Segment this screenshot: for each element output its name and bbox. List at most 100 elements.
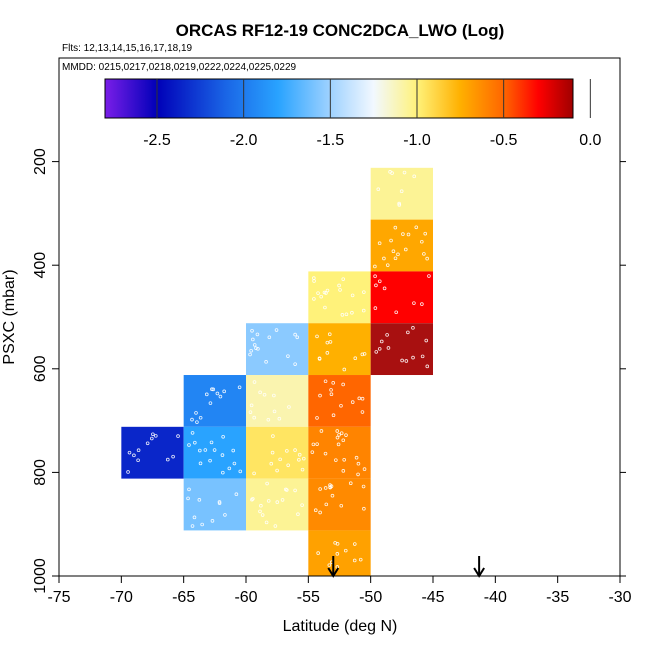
colorbar-tick-label: 0.0 xyxy=(579,132,601,149)
sample-point xyxy=(252,415,256,420)
sample-point xyxy=(412,301,416,305)
sample-point xyxy=(341,277,346,281)
sample-point xyxy=(300,503,304,507)
colorbar-tick-label: -0.5 xyxy=(490,132,518,149)
sample-point xyxy=(190,524,195,528)
sample-point xyxy=(338,288,342,292)
sample-point xyxy=(198,448,202,453)
sample-point xyxy=(318,487,322,491)
sample-point xyxy=(204,392,209,397)
y-tick-label: 200 xyxy=(32,148,49,175)
sample-point xyxy=(322,290,327,295)
sample-point xyxy=(313,508,318,513)
sample-point xyxy=(259,503,263,508)
sample-point xyxy=(171,454,175,459)
sample-point xyxy=(377,241,382,246)
sample-point xyxy=(300,467,305,472)
sample-point xyxy=(386,346,391,350)
sample-point xyxy=(337,283,341,288)
sample-point xyxy=(193,440,197,445)
sample-point xyxy=(165,457,170,462)
sample-point xyxy=(352,558,357,563)
sample-point xyxy=(277,416,282,421)
sample-point xyxy=(190,431,195,435)
sample-point xyxy=(325,351,330,355)
sample-point xyxy=(220,453,225,457)
x-tick-label: -45 xyxy=(421,589,444,606)
sample-point xyxy=(319,429,324,433)
sample-point xyxy=(337,433,341,437)
sample-point xyxy=(210,387,214,392)
heatmap-cell xyxy=(246,478,309,531)
sample-point xyxy=(280,498,285,502)
sample-point xyxy=(374,283,378,288)
sample-point xyxy=(296,512,300,517)
sample-point xyxy=(344,312,349,317)
sample-point xyxy=(411,355,415,360)
sample-point xyxy=(297,452,302,457)
sample-point xyxy=(187,443,191,447)
sample-point xyxy=(341,382,345,387)
sample-point xyxy=(252,343,257,347)
sample-point xyxy=(339,503,344,508)
sample-point xyxy=(350,293,355,298)
sample-point xyxy=(275,468,279,473)
sample-point xyxy=(403,247,408,252)
sample-point xyxy=(361,308,366,313)
sample-point xyxy=(154,434,158,438)
sample-point xyxy=(328,340,333,344)
sample-point xyxy=(234,492,239,496)
sample-point xyxy=(393,225,398,230)
sample-point xyxy=(325,340,330,345)
sample-point xyxy=(325,288,330,293)
sample-point xyxy=(151,432,155,437)
sample-point xyxy=(391,249,396,254)
sample-point xyxy=(297,458,301,462)
chart-title: ORCAS RF12-19 CONC2DCA_LWO (Log) xyxy=(176,21,505,40)
sample-point xyxy=(397,203,402,207)
sample-point xyxy=(420,354,425,359)
sample-point xyxy=(425,256,429,261)
heatmap-cell xyxy=(370,323,433,376)
sample-point xyxy=(404,359,409,363)
sample-point xyxy=(237,385,242,390)
sample-point xyxy=(393,256,398,261)
sample-point xyxy=(252,471,256,476)
sample-point xyxy=(274,328,279,332)
sample-point xyxy=(221,434,225,439)
sample-point xyxy=(324,502,329,507)
sample-point xyxy=(328,485,332,489)
sample-point xyxy=(354,455,359,460)
sample-point xyxy=(264,520,269,525)
sample-point xyxy=(422,252,426,256)
sample-point xyxy=(267,335,272,340)
sample-point xyxy=(295,335,300,340)
x-tick-label: -50 xyxy=(359,589,382,606)
sample-point xyxy=(323,305,327,310)
sample-point xyxy=(373,264,377,269)
sample-point xyxy=(264,360,268,364)
heatmap-cell xyxy=(370,219,433,272)
x-axis-label: Latitude (deg N) xyxy=(283,618,398,635)
sample-point xyxy=(424,338,429,343)
y-axis-label: PSXC (mbar) xyxy=(1,269,18,364)
sample-point xyxy=(211,387,216,392)
sample-point xyxy=(379,339,384,344)
sample-point xyxy=(270,450,275,455)
sample-points xyxy=(126,170,431,569)
sample-point xyxy=(319,294,323,299)
sample-point xyxy=(197,498,202,502)
sample-point xyxy=(427,274,431,278)
sample-point xyxy=(208,458,212,463)
colorbar-gradient xyxy=(104,78,574,119)
heatmap-cell xyxy=(308,271,371,324)
sample-point xyxy=(221,470,225,475)
sample-point xyxy=(402,170,407,175)
sample-point xyxy=(318,510,322,515)
x-tick-label: -70 xyxy=(110,589,133,606)
sample-point xyxy=(394,310,399,315)
x-tick-label: -40 xyxy=(484,589,507,606)
sample-point xyxy=(186,496,190,501)
sample-point xyxy=(341,438,346,443)
y-tick-label: 1000 xyxy=(32,558,49,594)
